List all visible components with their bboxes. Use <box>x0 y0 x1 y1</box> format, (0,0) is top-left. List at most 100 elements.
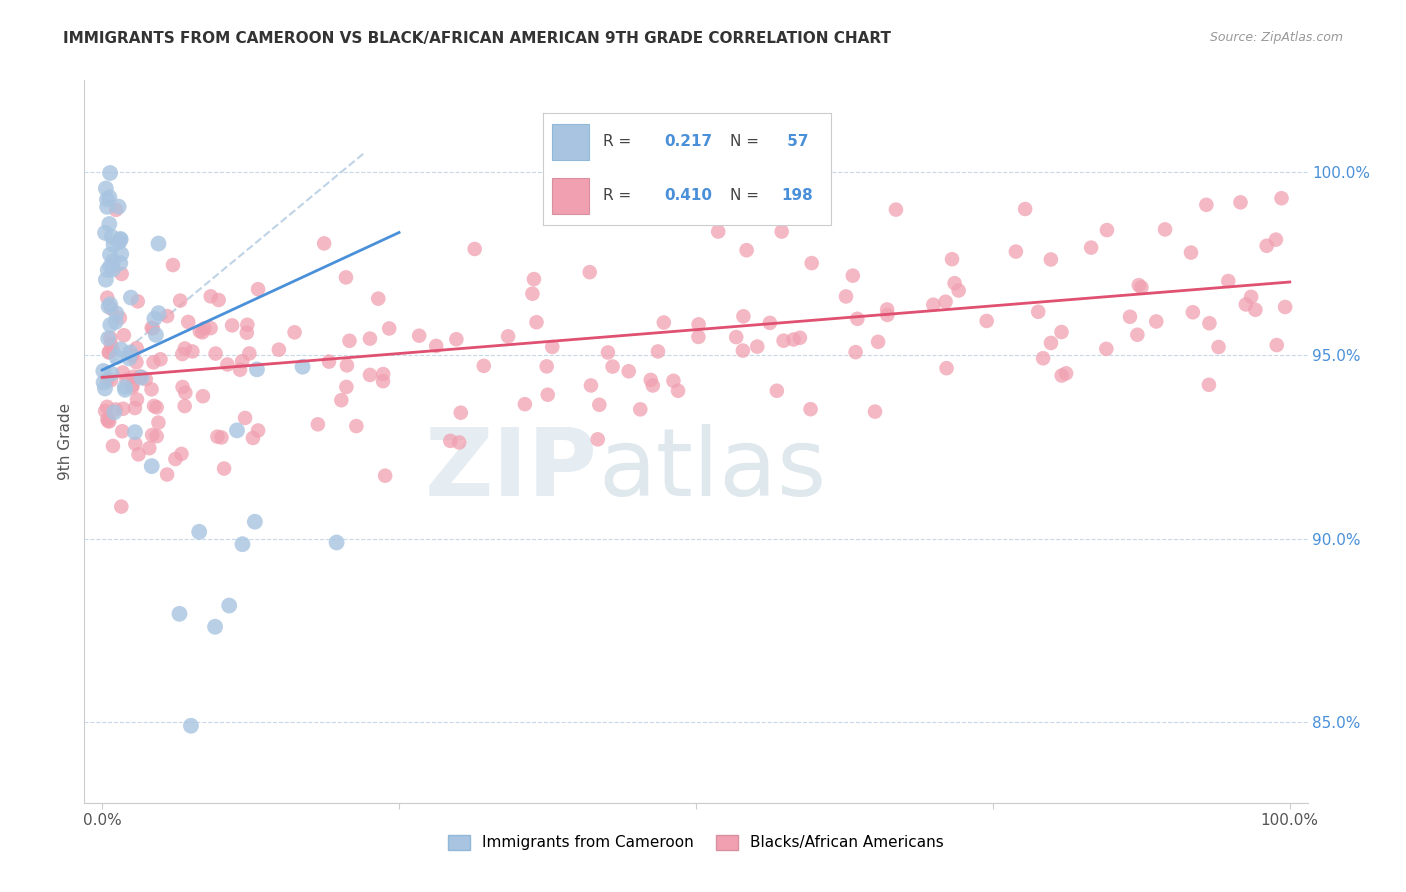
Point <box>172 347 194 361</box>
Point <box>1229 195 1251 210</box>
Point <box>231 354 253 368</box>
Point <box>344 419 367 434</box>
Point <box>513 397 536 411</box>
Point <box>98 166 121 180</box>
Point <box>114 380 136 394</box>
Point <box>373 367 395 381</box>
Point <box>731 343 754 358</box>
Point <box>586 433 609 447</box>
Point <box>733 310 755 324</box>
Point <box>156 309 179 323</box>
Point <box>876 308 898 322</box>
Point <box>976 314 998 328</box>
Point <box>541 340 564 354</box>
Point <box>842 268 865 283</box>
Point <box>662 374 685 388</box>
Point <box>94 273 117 287</box>
Point <box>247 282 270 296</box>
Point <box>125 355 148 369</box>
Point <box>96 373 118 387</box>
Point <box>121 349 143 363</box>
Point <box>236 326 259 340</box>
Point <box>243 515 266 529</box>
Point <box>142 355 165 369</box>
Point <box>100 259 122 273</box>
Point <box>96 400 118 414</box>
Y-axis label: 9th Grade: 9th Grade <box>58 403 73 480</box>
Point <box>1234 297 1257 311</box>
Point <box>464 242 486 256</box>
Point <box>425 339 447 353</box>
Point <box>100 337 122 351</box>
Text: IMMIGRANTS FROM CAMEROON VS BLACK/AFRICAN AMERICAN 9TH GRADE CORRELATION CHART: IMMIGRANTS FROM CAMEROON VS BLACK/AFRICA… <box>63 31 891 46</box>
Point <box>108 310 131 325</box>
Point <box>101 343 124 357</box>
Point <box>735 244 758 258</box>
Point <box>1095 223 1118 237</box>
Point <box>169 607 191 621</box>
Point <box>935 361 957 376</box>
Text: atlas: atlas <box>598 425 827 516</box>
Point <box>246 362 269 376</box>
Point <box>101 254 124 268</box>
Point <box>188 324 211 338</box>
Point <box>496 329 519 343</box>
Point <box>173 399 195 413</box>
Point <box>628 402 651 417</box>
Point <box>93 364 115 378</box>
Point <box>145 401 167 415</box>
Point <box>1208 340 1230 354</box>
Point <box>835 289 858 303</box>
Point <box>104 402 127 417</box>
Point <box>236 318 259 332</box>
Point <box>378 321 401 335</box>
Point <box>122 369 145 384</box>
Point <box>226 423 249 437</box>
Point <box>94 404 117 418</box>
Point <box>127 447 149 461</box>
Point <box>537 388 560 402</box>
Point <box>1264 233 1286 247</box>
Point <box>1144 314 1167 328</box>
Point <box>1195 198 1218 212</box>
Point <box>127 294 149 309</box>
Point <box>105 350 128 364</box>
Point <box>100 301 122 316</box>
Point <box>876 302 898 317</box>
Point <box>110 500 132 514</box>
Point <box>707 225 730 239</box>
Point <box>141 382 163 396</box>
Point <box>101 439 124 453</box>
Point <box>1080 241 1102 255</box>
Point <box>439 434 461 448</box>
Point <box>1265 338 1288 352</box>
Point <box>211 430 233 444</box>
Point <box>522 286 544 301</box>
Point <box>97 345 120 359</box>
Point <box>1181 305 1204 319</box>
Point <box>640 373 662 387</box>
Point <box>101 230 124 244</box>
Point <box>446 332 468 346</box>
Point <box>1198 377 1220 392</box>
Point <box>97 331 120 345</box>
Point <box>231 537 253 551</box>
Point <box>193 321 215 335</box>
Point <box>335 270 357 285</box>
Point <box>112 328 135 343</box>
Point <box>96 412 118 426</box>
Point <box>1054 367 1077 381</box>
Point <box>291 359 314 374</box>
Point <box>104 315 127 329</box>
Point <box>725 330 748 344</box>
Point <box>579 378 602 392</box>
Point <box>617 364 640 378</box>
Point <box>408 328 430 343</box>
Point <box>1198 316 1220 330</box>
Point <box>142 321 165 335</box>
Point <box>588 398 610 412</box>
Point <box>688 330 710 344</box>
Point <box>174 385 197 400</box>
Point <box>759 316 782 330</box>
Point <box>169 293 191 308</box>
